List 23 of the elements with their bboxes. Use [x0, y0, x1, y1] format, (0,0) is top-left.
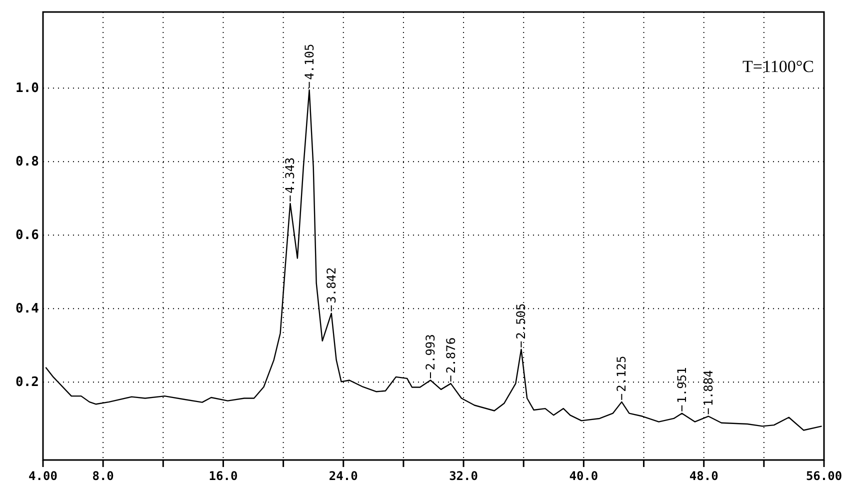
annotation: 4.343 [283, 157, 298, 194]
x-tick-label: 16.0 [208, 469, 238, 483]
annotation: 3.842 [324, 267, 338, 304]
annotation: 4.105 [302, 44, 316, 80]
annotation: 2.505 [514, 303, 528, 340]
x-tick-label: 56.00 [806, 469, 842, 483]
annotation: 2.125 [614, 356, 629, 392]
y-tick-label: 0.6 [16, 228, 40, 244]
y-tick-label: 1.0 [16, 81, 40, 96]
x-tick-label: 48.0 [689, 469, 718, 483]
x-tick-label: 4.00 [28, 469, 58, 483]
x-tick-label: 32.0 [449, 469, 478, 483]
y-tick-label: 0.8 [16, 154, 40, 170]
annotation: 2.993 [423, 334, 438, 370]
annotation: 2.876 [444, 337, 458, 374]
x-tick-label: 8.0 [92, 469, 114, 483]
y-tick-label: 0.4 [16, 302, 40, 317]
x-tick-label: 24.0 [328, 469, 358, 483]
x-tick-label: 40.0 [569, 469, 598, 483]
annotation: 1.951 [674, 367, 689, 404]
annotation: 1.884 [701, 370, 716, 406]
annotation: T=1100°C [742, 57, 814, 76]
y-tick-label: 0.2 [16, 375, 39, 390]
